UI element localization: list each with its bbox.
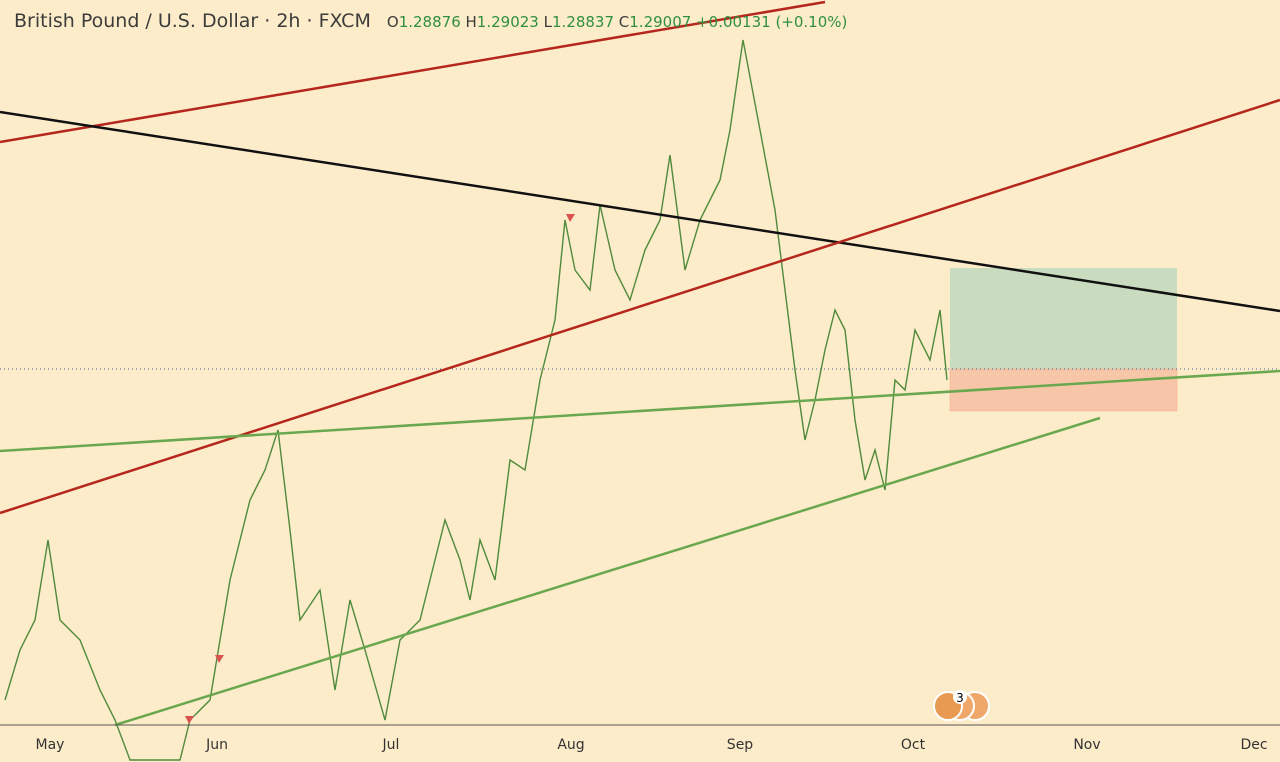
profit-zone (950, 268, 1177, 369)
event-badge-text: 3 (956, 691, 964, 705)
low: 1.28837 (551, 13, 614, 31)
trend-line (0, 0, 826, 144)
month-label: Jul (382, 737, 400, 753)
month-label: Nov (1073, 737, 1101, 753)
marker (185, 716, 194, 724)
header: British Pound / U.S. Dollar · 2h · FXCM … (14, 10, 848, 32)
marker (215, 655, 224, 663)
ohlc: O1.28876 H1.29023 L1.28837 C1.29007 +0.0… (386, 13, 848, 31)
trend-line (114, 416, 1101, 727)
change: +0.00131 (+0.10%) (696, 13, 848, 31)
symbol: British Pound / U.S. Dollar (14, 10, 259, 32)
source: FXCM (318, 10, 371, 32)
marker (566, 214, 575, 222)
trend-line (0, 369, 1280, 453)
month-label: May (35, 737, 65, 753)
price-path (4, 39, 948, 761)
month-label: Jun (206, 737, 228, 753)
open: 1.28876 (398, 13, 461, 31)
event-badge (953, 690, 967, 704)
month-label: Sep (726, 737, 754, 753)
month-label: Oct (900, 737, 926, 753)
month-label: Aug (557, 737, 585, 753)
interval: 2h (276, 10, 301, 32)
month-label: Dec (1240, 737, 1268, 753)
close: 1.29007 (629, 13, 692, 31)
trend-line (0, 110, 1280, 313)
high: 1.29023 (476, 13, 539, 31)
trend-line (0, 98, 1280, 515)
